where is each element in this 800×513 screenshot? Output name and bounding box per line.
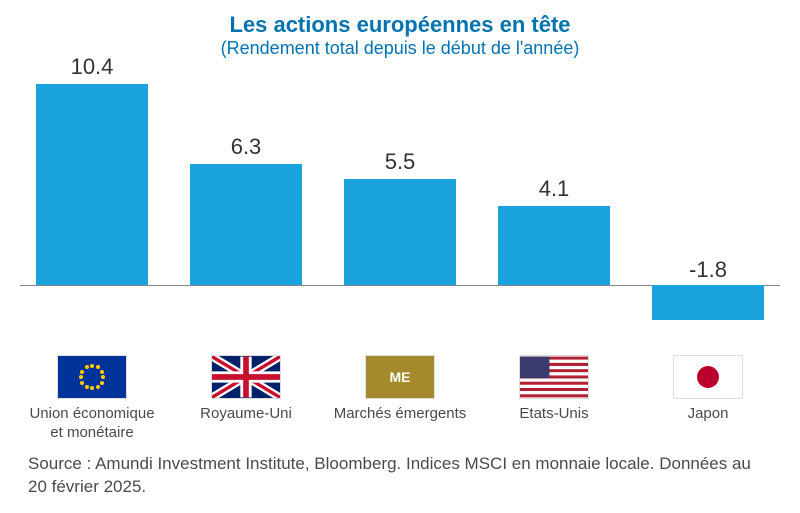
axis-label-text-me: Marchés émergents xyxy=(330,405,470,424)
source-caption: Source : Amundi Investment Institute, Bl… xyxy=(28,453,772,499)
value-label-eu: 10.4 xyxy=(36,54,148,80)
value-label-uk: 6.3 xyxy=(190,134,302,160)
axis-label-uk: Royaume-Uni xyxy=(176,355,316,424)
value-label-jp: -1.8 xyxy=(652,257,764,283)
chart-title: Les actions européennes en tête xyxy=(0,12,800,38)
axis-label-text-jp: Japon xyxy=(638,405,778,424)
flag-eu-icon xyxy=(57,355,127,399)
title-block: Les actions européennes en tête (Rendeme… xyxy=(0,0,800,59)
bar-jp xyxy=(652,285,764,320)
axis-label-us: Etats-Unis xyxy=(484,355,624,424)
bar-uk xyxy=(190,164,302,286)
flag-me-icon: ME xyxy=(365,355,435,399)
flag-jp-icon xyxy=(673,355,743,399)
value-label-me: 5.5 xyxy=(344,149,456,175)
axis-label-jp: Japon xyxy=(638,355,778,424)
flag-uk-icon xyxy=(211,355,281,399)
axis-label-text-us: Etats-Unis xyxy=(484,405,624,424)
flag-us-icon xyxy=(519,355,589,399)
chart-area: 10.46.35.54.1-1.8 xyxy=(20,67,780,347)
bar-eu xyxy=(36,84,148,285)
x-axis-labels: Union économique et monétaire Royaume-Uni… xyxy=(20,355,780,465)
bar-me xyxy=(344,179,456,285)
chart-container: Les actions européennes en tête (Rendeme… xyxy=(0,0,800,513)
axis-label-text-uk: Royaume-Uni xyxy=(176,405,316,424)
axis-label-eu: Union économique et monétaire xyxy=(22,355,162,443)
axis-label-text-eu: Union économique et monétaire xyxy=(22,405,162,443)
axis-label-me: ME Marchés émergents xyxy=(330,355,470,424)
bar-us xyxy=(498,206,610,285)
value-label-us: 4.1 xyxy=(498,176,610,202)
